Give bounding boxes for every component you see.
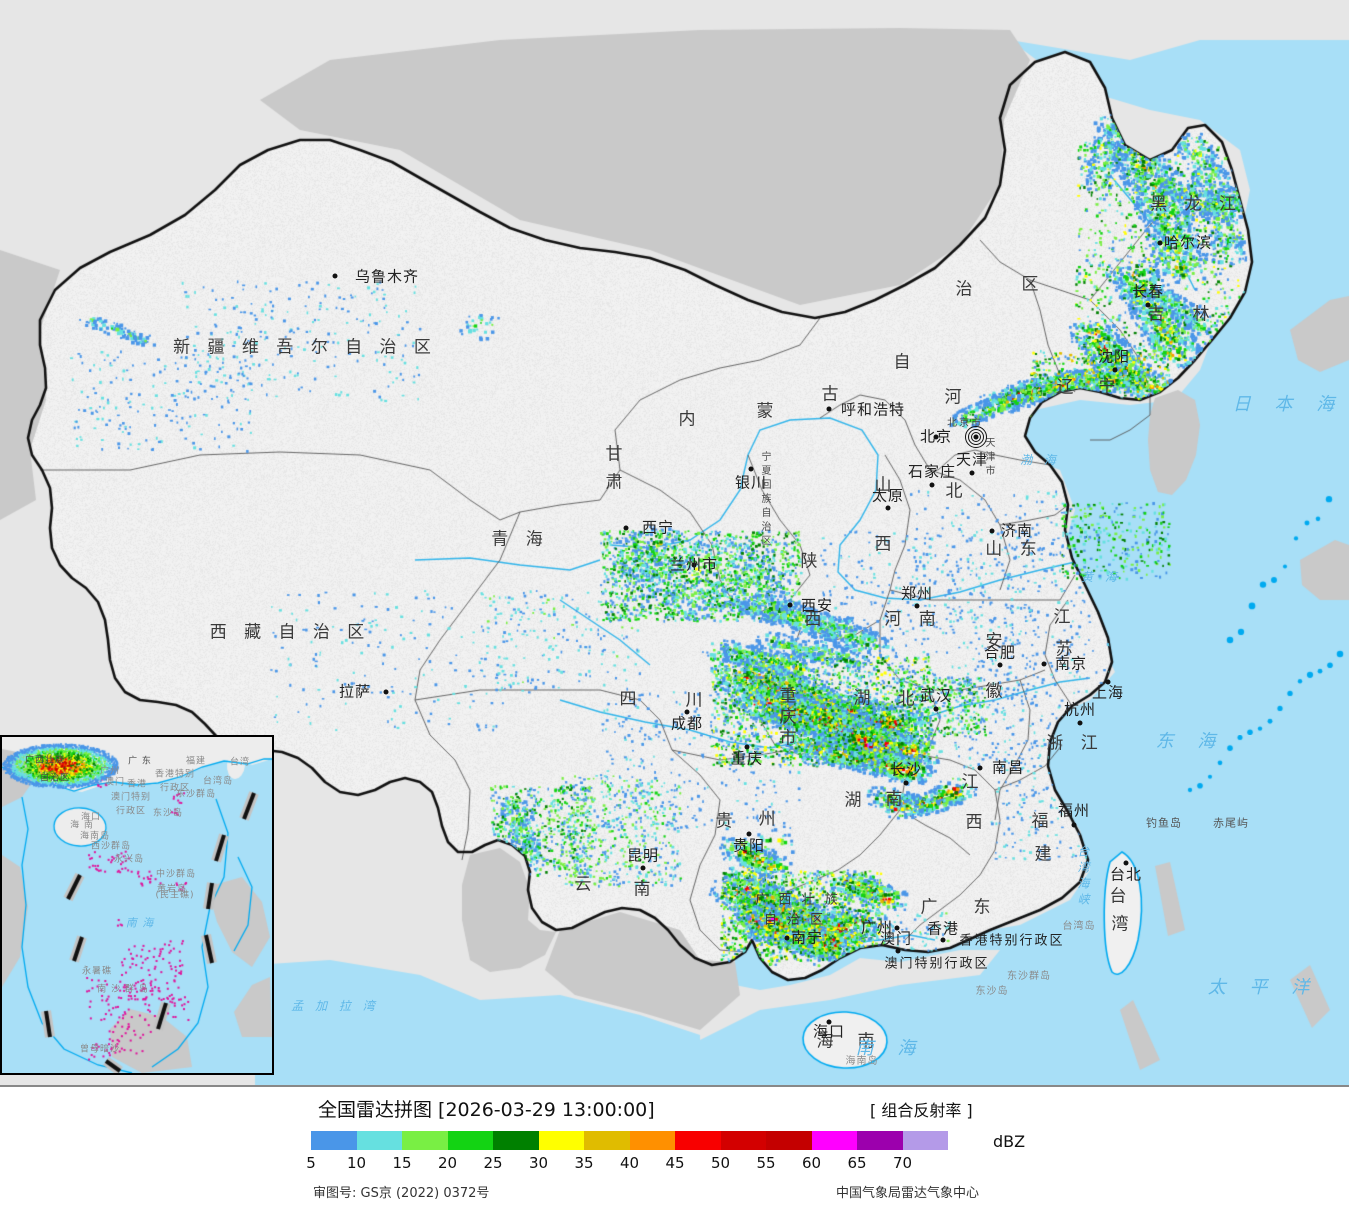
- city-marker-hangzhou[interactable]: [1078, 721, 1083, 726]
- colorbar-swatch-70: [903, 1131, 949, 1150]
- legend-title: 全国雷达拼图 [2026-03-29 13:00:00]: [318, 1095, 655, 1122]
- city-marker-hongkong[interactable]: [941, 938, 946, 943]
- city-marker-changsha[interactable]: [904, 781, 909, 786]
- south-china-sea-inset[interactable]: [0, 735, 274, 1075]
- colorbar-swatch-35: [584, 1131, 630, 1150]
- colorbar-tick-35: 35: [574, 1154, 593, 1172]
- colorbar-tick-20: 20: [438, 1154, 457, 1172]
- colorbar-tick-50: 50: [711, 1154, 730, 1172]
- city-marker-shanghai[interactable]: [1106, 680, 1111, 685]
- data-source-label: 中国气象局雷达气象中心: [836, 1182, 979, 1201]
- colorbar-swatch-40: [630, 1131, 676, 1150]
- legend-product-type: [ 组合反射率 ]: [870, 1097, 973, 1121]
- city-marker-taipei[interactable]: [1124, 861, 1129, 866]
- colorbar-swatch-10: [357, 1131, 403, 1150]
- colorbar-tick-40: 40: [620, 1154, 639, 1172]
- city-marker-beijing[interactable]: [934, 435, 939, 440]
- city-marker-guiyang[interactable]: [747, 832, 752, 837]
- colorbar-tick-45: 45: [665, 1154, 684, 1172]
- colorbar-swatch-55: [766, 1131, 812, 1150]
- radar-station-icon: [965, 426, 987, 448]
- colorbar-tick-70: 70: [893, 1154, 912, 1172]
- colorbar-tick-15: 15: [392, 1154, 411, 1172]
- city-marker-xining[interactable]: [624, 526, 629, 531]
- colorbar-swatch-60: [812, 1131, 858, 1150]
- city-marker-shijiazhuang[interactable]: [930, 483, 935, 488]
- city-marker-shenyang[interactable]: [1113, 368, 1118, 373]
- city-marker-nanjing[interactable]: [1042, 662, 1047, 667]
- colorbar-swatch-65: [857, 1131, 903, 1150]
- city-marker-urumqi[interactable]: [333, 274, 338, 279]
- colorbar-tick-25: 25: [483, 1154, 502, 1172]
- city-marker-zhengzhou[interactable]: [915, 604, 920, 609]
- colorbar-unit-label: dBZ: [993, 1132, 1025, 1151]
- colorbar-swatch-50: [721, 1131, 767, 1150]
- colorbar-swatch-20: [448, 1131, 494, 1150]
- legend-title-row: 全国雷达拼图 [2026-03-29 13:00:00] [ 组合反射率 ]: [0, 1095, 1349, 1119]
- colorbar-swatch-30: [539, 1131, 585, 1150]
- colorbar-swatch-5: [311, 1131, 357, 1150]
- city-marker-yinchuan[interactable]: [749, 467, 754, 472]
- colorbar-tick-30: 30: [529, 1154, 548, 1172]
- dbz-colorbar[interactable]: [311, 1131, 948, 1150]
- city-marker-macau[interactable]: [896, 949, 901, 954]
- map-approval-number: 审图号: GS京 (2022) 0372号: [313, 1182, 489, 1201]
- city-marker-xian[interactable]: [788, 603, 793, 608]
- city-marker-nanning[interactable]: [785, 936, 790, 941]
- colorbar-swatch-45: [675, 1131, 721, 1150]
- city-marker-wuhan[interactable]: [934, 707, 939, 712]
- city-marker-harbin[interactable]: [1158, 241, 1163, 246]
- city-marker-taiyuan[interactable]: [886, 506, 891, 511]
- city-marker-fuzhou[interactable]: [1072, 823, 1077, 828]
- colorbar-swatch-25: [493, 1131, 539, 1150]
- colorbar-tick-10: 10: [347, 1154, 366, 1172]
- colorbar-swatch-15: [402, 1131, 448, 1150]
- city-marker-chengdu[interactable]: [685, 710, 690, 715]
- city-marker-jinan[interactable]: [990, 529, 995, 534]
- city-marker-tianjin[interactable]: [970, 471, 975, 476]
- inset-map-canvas: [2, 737, 272, 1073]
- radar-mosaic-page: 新 疆 维 吾 尔 自 治 区西 藏 自 治 区青 海甘肃内蒙古自治区宁夏回族自…: [0, 0, 1349, 1208]
- city-marker-haikou[interactable]: [827, 1020, 832, 1025]
- city-marker-chongqing-c[interactable]: [745, 745, 750, 750]
- city-marker-lhasa[interactable]: [384, 690, 389, 695]
- city-marker-kunming[interactable]: [641, 866, 646, 871]
- city-marker-changchun[interactable]: [1146, 303, 1151, 308]
- city-marker-nanchang[interactable]: [978, 766, 983, 771]
- city-marker-hohhot[interactable]: [827, 407, 832, 412]
- colorbar-tick-5: 5: [306, 1154, 316, 1172]
- colorbar-tick-65: 65: [847, 1154, 866, 1172]
- colorbar-tick-55: 55: [756, 1154, 775, 1172]
- colorbar-tick-60: 60: [802, 1154, 821, 1172]
- city-marker-guangzhou[interactable]: [895, 926, 900, 931]
- city-marker-hefei[interactable]: [998, 663, 1003, 668]
- city-marker-lanzhou[interactable]: [692, 563, 697, 568]
